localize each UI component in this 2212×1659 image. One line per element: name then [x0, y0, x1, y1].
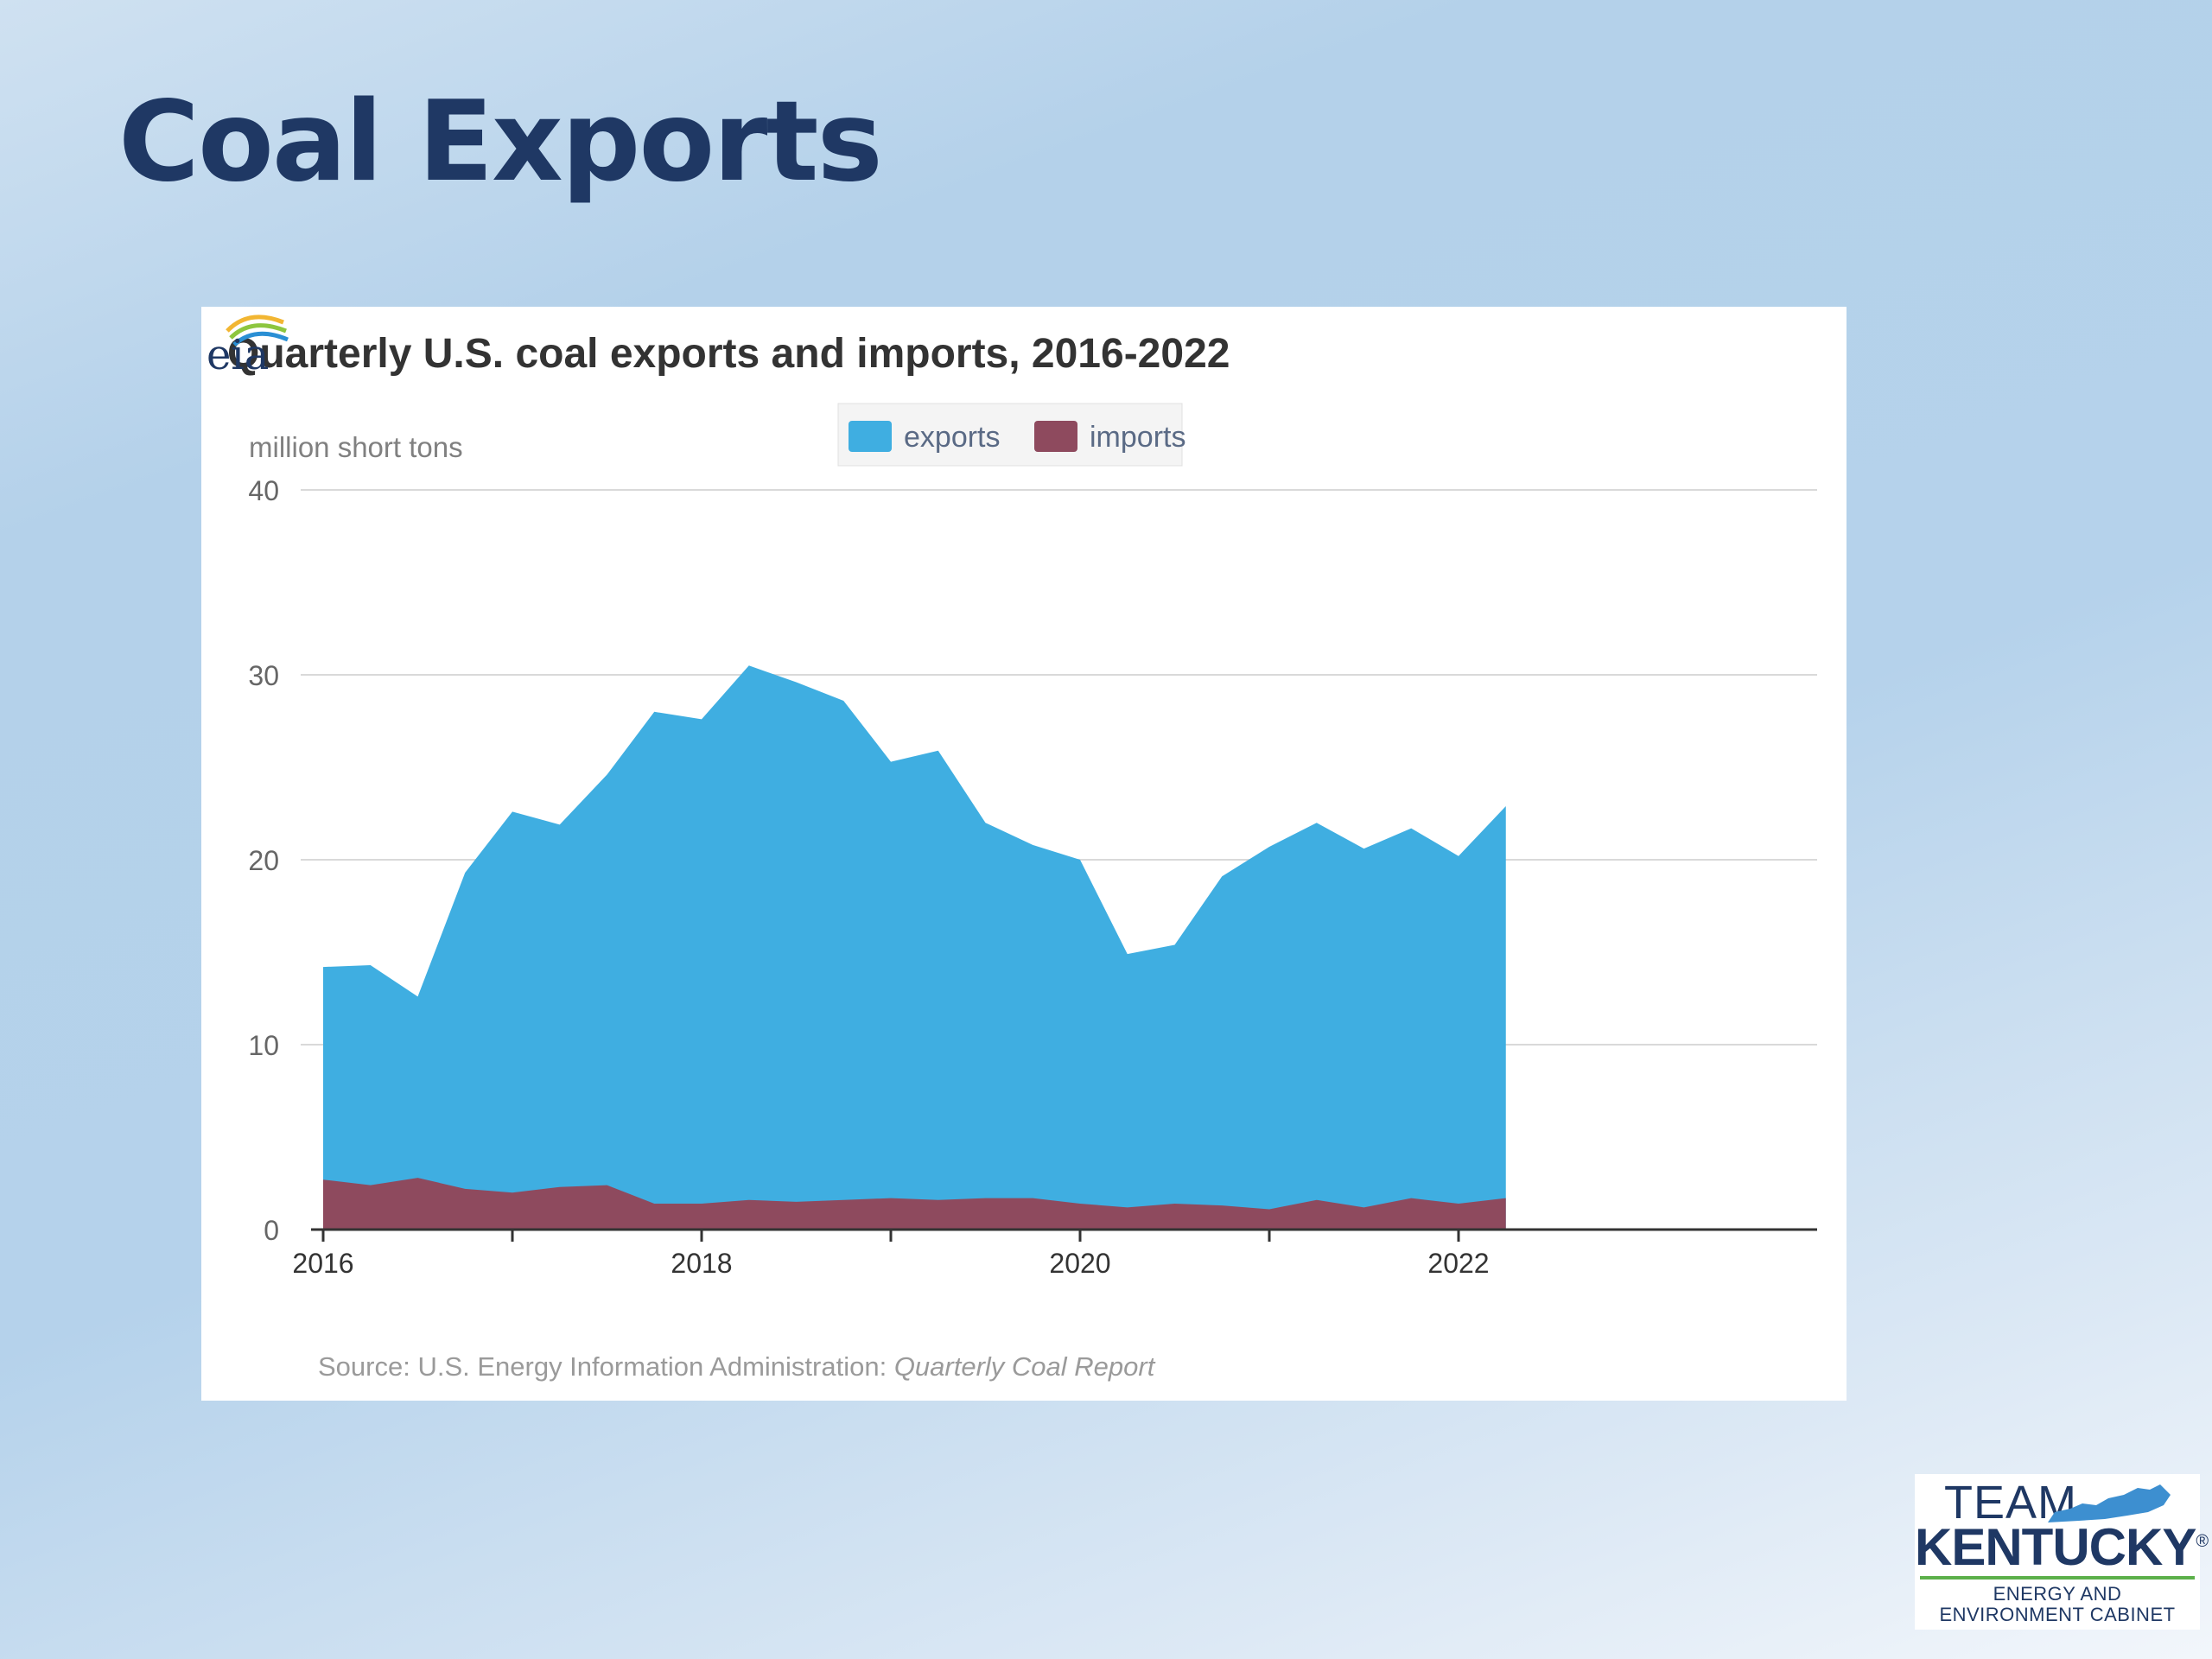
eia-logo-text: eia [207, 331, 269, 376]
logo-subtitle-line2: ENVIRONMENT CABINET [1939, 1604, 2176, 1625]
y-tick-label: 20 [248, 845, 279, 876]
logo-kentucky-text: KENTUCKY® [1915, 1517, 2209, 1577]
chart-source: Source: U.S. Energy Information Administ… [318, 1351, 1154, 1382]
axes: 0 10 20 30 40 2016 2018 2020 2022 [248, 475, 1817, 1279]
plot-area [323, 665, 1506, 1230]
legend-swatch-imports [1034, 421, 1077, 452]
x-tick-label: 2018 [671, 1248, 732, 1279]
legend-label-imports: imports [1090, 421, 1185, 454]
y-axis-label: million short tons [249, 431, 463, 463]
legend-box [837, 403, 1183, 467]
logo-rule [1920, 1576, 2195, 1580]
logo-subtitle-line1: ENERGY AND [1993, 1583, 2122, 1605]
x-tick-label: 2016 [292, 1248, 353, 1279]
eia-logo: eia [207, 315, 289, 376]
source-prefix: Source: U.S. Energy Information Administ… [318, 1351, 894, 1382]
series-area-exports [323, 665, 1506, 1230]
team-kentucky-logo: TEAM KENTUCKY® ENERGY AND ENVIRONMENT CA… [1915, 1474, 2209, 1630]
source-report-name: Quarterly Coal Report [893, 1351, 1155, 1382]
y-tick-label: 0 [264, 1215, 279, 1246]
x-tick-label: 2022 [1427, 1248, 1489, 1279]
slide-title: Coal Exports [118, 78, 883, 207]
chart-card: Quarterly U.S. coal exports and imports,… [201, 307, 1847, 1401]
y-tick-label: 30 [248, 660, 279, 691]
chart-legend: exports imports [837, 403, 1185, 467]
series-area-imports [323, 1178, 1506, 1230]
kentucky-map-icon [2048, 1484, 2171, 1522]
x-tick-label: 2020 [1049, 1248, 1110, 1279]
logo-kentucky-word: KENTUCKY [1915, 1518, 2196, 1576]
legend-swatch-exports [849, 421, 892, 452]
logo-registered-mark: ® [2196, 1532, 2209, 1551]
chart-title: Quarterly U.S. coal exports and imports,… [227, 331, 1230, 377]
y-tick-label: 40 [248, 475, 279, 506]
area-chart: Quarterly U.S. coal exports and imports,… [227, 331, 1817, 1279]
y-tick-label: 10 [248, 1030, 279, 1061]
legend-label-exports: exports [904, 421, 1001, 454]
